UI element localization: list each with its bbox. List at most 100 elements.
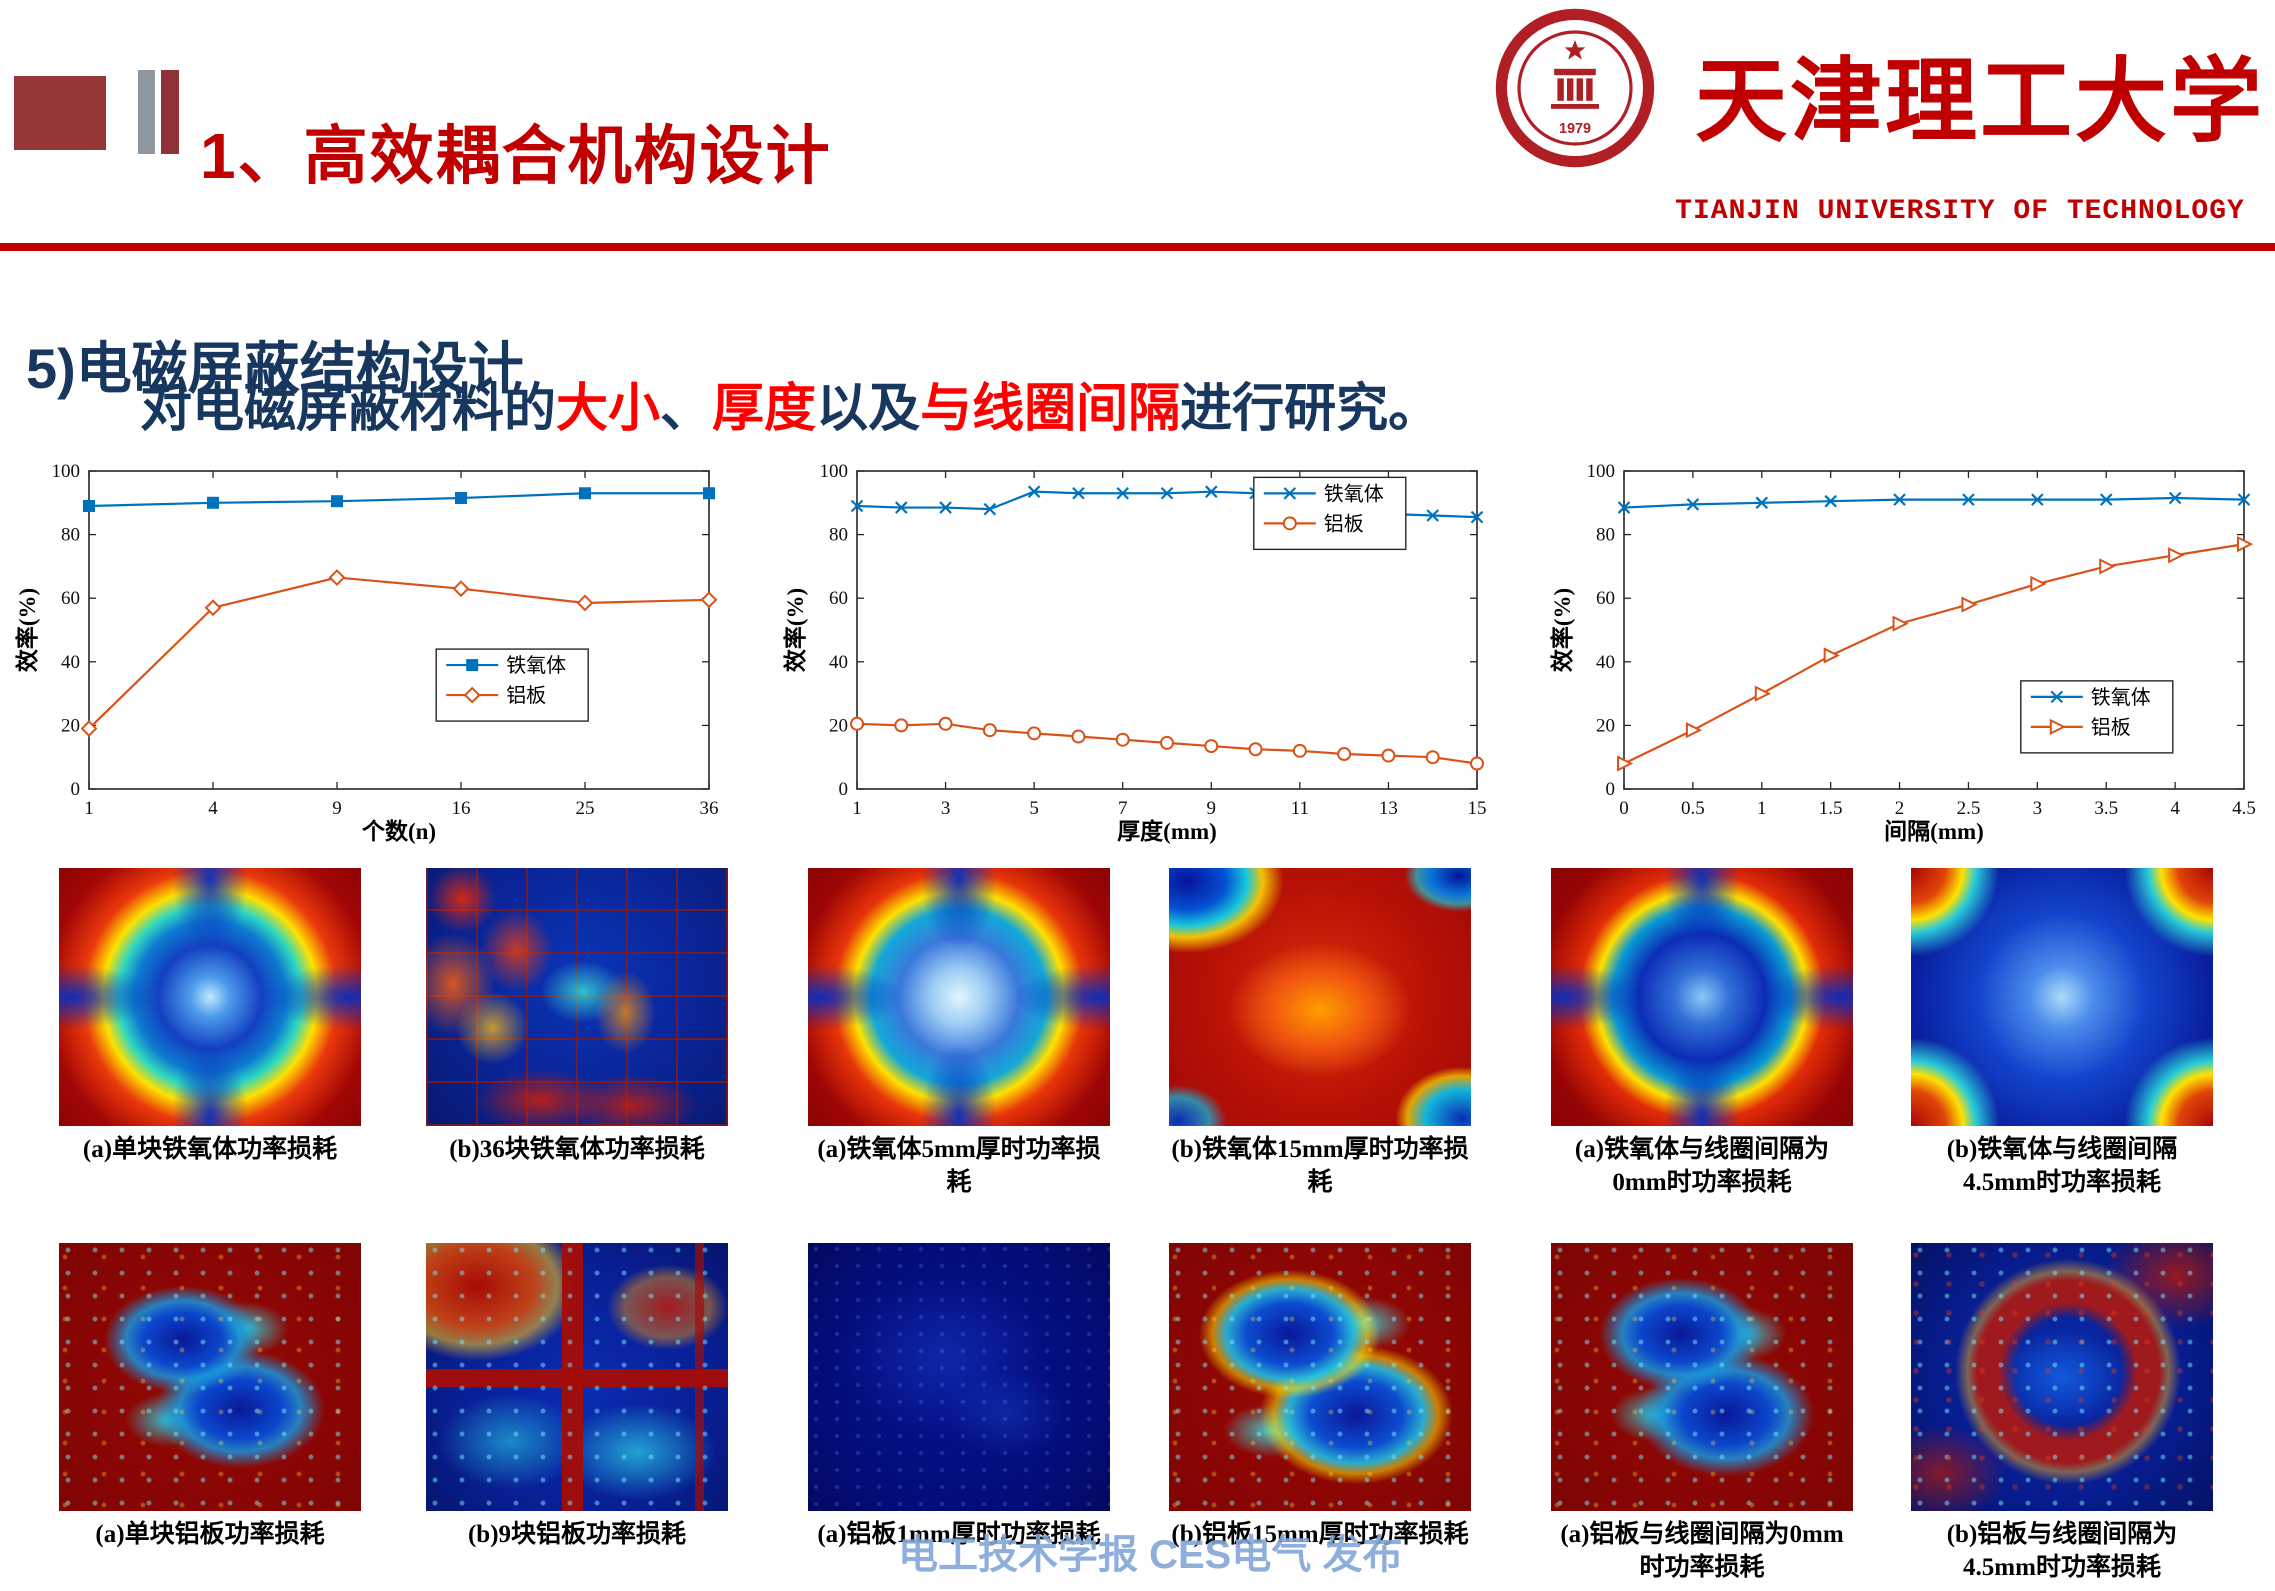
noise-overlay-icon [426, 1243, 728, 1511]
svg-text:15: 15 [1467, 798, 1486, 819]
chart-efficiency-vs-gap: 0 0.5 1 1.5 2 2.5 3 3.5 4 4.5 0 20 40 60 80 100 间隔(mm) 效率… [1550, 461, 2256, 844]
svg-text:0.5: 0.5 [1681, 798, 1705, 819]
heatmap-ferrite-gap-0mm [1551, 868, 1853, 1126]
svg-text:7: 7 [1117, 798, 1127, 819]
figure-aluminum-gap-4-5mm: (b)铝板与线圈间隔为4.5mm时功率损耗 [1911, 1243, 2213, 1584]
svg-text:4.5: 4.5 [2232, 798, 2256, 819]
noise-overlay-icon [1911, 1243, 2213, 1511]
figure-aluminum-15mm: (b)铝板15mm厚时功率损耗 [1169, 1243, 1471, 1552]
caption-aluminum-gap-0mm: (a)铝板与线圈间隔为0mm时功率损耗 [1560, 1521, 1844, 1581]
heatmap-aluminum-1mm [808, 1243, 1110, 1511]
caption-aluminum-single: (a)单块铝板功率损耗 [95, 1521, 325, 1548]
svg-text:80: 80 [1596, 525, 1615, 546]
heatmap-ferrite-gap-4-5mm [1911, 868, 2213, 1126]
figure-ferrite-5mm: (a)铁氧体5mm厚时功率损耗 [808, 868, 1110, 1199]
header-deco-gray-bar [138, 70, 155, 154]
heatmap-aluminum-9-blocks [426, 1243, 728, 1511]
svg-text:20: 20 [1596, 715, 1615, 736]
noise-overlay-icon [1911, 1243, 2213, 1511]
subtitle-segment: 大小 [556, 380, 661, 438]
svg-text:1: 1 [84, 798, 94, 819]
svg-text:3: 3 [2033, 798, 2043, 819]
svg-text:0: 0 [1619, 798, 1629, 819]
subtitle-segment: 进行研究。 [1180, 380, 1441, 438]
watermark: 电工技术学报 CES电气 发布 [898, 1533, 1403, 1577]
subtitle-segment: 厚度 [712, 380, 817, 438]
noise-overlay-icon [1551, 1243, 1853, 1511]
svg-text:铁氧体: 铁氧体 [506, 654, 566, 677]
subtitle-segment: 对电磁屏蔽材料的 [140, 380, 557, 438]
svg-text:40: 40 [829, 652, 848, 673]
seal-outer-ring [1495, 8, 1655, 168]
svg-text:效率(%): 效率(%) [15, 588, 40, 672]
slide-title: 1、高效耦合机构设计 [200, 119, 832, 192]
svg-text:效率(%): 效率(%) [783, 588, 808, 672]
heatmap-aluminum-gap-4-5mm [1911, 1243, 2213, 1511]
svg-text:60: 60 [61, 588, 80, 609]
svg-text:60: 60 [1596, 588, 1615, 609]
caption-ferrite-gap-4-5mm: (b)铁氧体与线圈间隔4.5mm时功率损耗 [1946, 1136, 2178, 1196]
header-divider-rule [0, 243, 2275, 251]
caption-aluminum-1mm: (a)铝板1mm厚时功率损耗 [817, 1521, 1101, 1548]
svg-text:0: 0 [1606, 779, 1616, 800]
seal-building-column-icon [1567, 78, 1574, 101]
caption-aluminum-9-blocks: (b)9块铝板功率损耗 [467, 1521, 687, 1548]
university-name-cn: 天津理工大学 [1694, 47, 2265, 155]
svg-text:铁氧体: 铁氧体 [1323, 482, 1383, 505]
svg-text:100: 100 [819, 461, 848, 482]
figure-ferrite-gap-0mm: (a)铁氧体与线圈间隔为0mm时功率损耗 [1551, 868, 1853, 1199]
heatmap-aluminum-15mm [1169, 1243, 1471, 1511]
figure-aluminum-single: (a)单块铝板功率损耗 [59, 1243, 361, 1552]
figure-ferrite-36-blocks: (b)36块铁氧体功率损耗 [426, 868, 728, 1167]
noise-overlay-icon [1169, 1243, 1471, 1511]
svg-text:间隔(mm): 间隔(mm) [1884, 819, 1984, 844]
svg-text:铝板: 铝板 [1323, 512, 1363, 535]
noise-overlay-icon [59, 1243, 361, 1511]
research-subtitle: 对电磁屏蔽材料的大小、厚度以及与线圈间隔进行研究。 [140, 366, 1440, 441]
section-title: 5)电磁屏蔽结构设计 [26, 337, 524, 401]
seal-building-base-icon [1551, 104, 1599, 109]
university-seal: 1979 [1495, 8, 1655, 168]
caption-ferrite-gap-0mm: (a)铁氧体与线圈间隔为0mm时功率损耗 [1574, 1136, 1830, 1196]
figure-aluminum-9-blocks: (b)9块铝板功率损耗 [426, 1243, 728, 1552]
seal-building-roof-icon [1554, 68, 1596, 76]
seal-building-column-icon [1586, 78, 1593, 101]
heatmap-ferrite-5mm [808, 868, 1110, 1126]
svg-text:0: 0 [71, 779, 81, 800]
subtitle-segment: 、 [660, 380, 713, 438]
svg-text:40: 40 [1596, 652, 1615, 673]
svg-text:36: 36 [700, 798, 719, 819]
svg-text:25: 25 [576, 798, 595, 819]
svg-text:16: 16 [452, 798, 471, 819]
svg-text:3.5: 3.5 [2094, 798, 2118, 819]
svg-text:20: 20 [61, 715, 80, 736]
svg-text:3: 3 [940, 798, 950, 819]
figure-aluminum-1mm: (a)铝板1mm厚时功率损耗 [808, 1243, 1110, 1552]
heatmap-aluminum-gap-0mm [1551, 1243, 1853, 1511]
svg-text:铝板: 铝板 [506, 684, 546, 707]
figure-aluminum-gap-0mm: (a)铝板与线圈间隔为0mm时功率损耗 [1551, 1243, 1853, 1584]
header-deco-square [14, 76, 106, 150]
header-deco-red-bar [161, 70, 179, 154]
svg-text:个数(n): 个数(n) [362, 819, 436, 844]
svg-text:100: 100 [52, 461, 81, 482]
svg-text:40: 40 [61, 652, 80, 673]
caption-ferrite-5mm: (a)铁氧体5mm厚时功率损耗 [817, 1136, 1101, 1196]
subtitle-segment: 以及 [816, 380, 921, 438]
noise-overlay-icon [1551, 1243, 1853, 1511]
heatmap-ferrite-15mm [1169, 868, 1471, 1126]
seal-inner-ring [1517, 30, 1633, 146]
caption-ferrite-single: (a)单块铁氧体功率损耗 [82, 1136, 338, 1163]
svg-text:80: 80 [829, 525, 848, 546]
noise-overlay-icon [59, 1243, 361, 1511]
svg-text:4: 4 [208, 798, 218, 819]
heatmap-ferrite-36-blocks [426, 868, 728, 1126]
svg-text:铁氧体: 铁氧体 [2091, 686, 2151, 709]
svg-text:9: 9 [332, 798, 342, 819]
svg-text:9: 9 [1206, 798, 1216, 819]
seal-building-column-icon [1576, 78, 1583, 101]
seal-star-icon [1564, 40, 1586, 60]
